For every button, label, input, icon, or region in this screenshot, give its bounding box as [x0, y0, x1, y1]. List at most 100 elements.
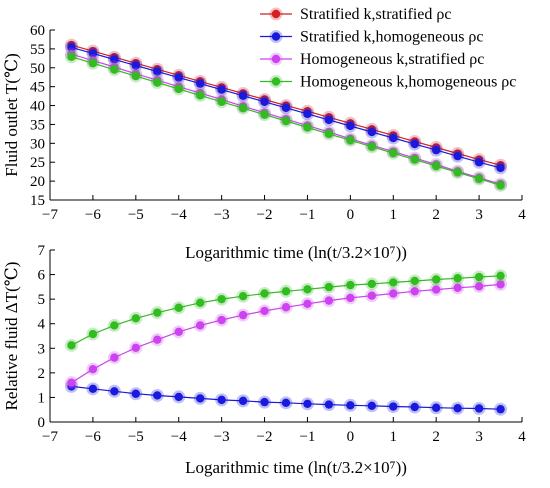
y-tick-label: 25: [30, 155, 45, 171]
series-1-point: [67, 43, 76, 52]
series-2-point: [88, 329, 98, 339]
series-1-point: [131, 343, 141, 352]
x-tick-label: 1: [390, 429, 398, 445]
x-tick-label: 4: [518, 429, 526, 445]
series-2-point: [324, 282, 334, 292]
series-2-point: [474, 272, 484, 282]
series-1-point: [195, 79, 205, 88]
series-3-point: [110, 65, 119, 74]
series-2-point: [67, 341, 76, 350]
series-2-point: [174, 303, 183, 312]
series-1-point: [496, 163, 505, 173]
legend-marker-2: [271, 54, 281, 64]
series-3-point: [431, 161, 441, 171]
series-3-point: [195, 91, 205, 100]
series-1-point: [324, 115, 334, 125]
x-tick-label: −4: [171, 429, 187, 445]
series-0-point: [153, 391, 162, 400]
series-1-point: [131, 61, 141, 70]
series-line-1: [71, 283, 501, 384]
series-3-point: [88, 59, 98, 68]
series-2-point: [153, 308, 162, 317]
legend-label-2: Homogeneous k,stratified ρc: [300, 51, 484, 68]
y-tick-label: 15: [30, 193, 45, 209]
x-tick-label: −4: [171, 207, 187, 223]
x-axis-label: Logarithmic time (ln(t/3.2×10⁷)): [185, 458, 407, 477]
y-tick-label: 40: [30, 99, 45, 115]
series-0-point: [367, 401, 377, 410]
series-3-point: [131, 71, 141, 81]
series-0-point: [238, 396, 248, 406]
series-1-point: [281, 303, 291, 312]
series-3-point: [174, 84, 183, 94]
series-1-point: [153, 335, 162, 344]
x-axis-label: Logarithmic time (ln(t/3.2×10⁷)): [185, 243, 407, 262]
series-3-point: [346, 136, 355, 145]
y-axis-label: Relative fluid ΔT(℃): [2, 262, 21, 411]
series-1-point: [474, 282, 484, 291]
series-0-point: [281, 398, 291, 408]
series-2-point: [260, 289, 269, 298]
y-tick-label: 30: [30, 136, 45, 152]
series-1-point: [431, 285, 441, 294]
series-0-point: [496, 405, 505, 414]
y-tick-label: 35: [30, 117, 45, 133]
legend-label-1: Stratified k,homogeneous ρc: [300, 29, 484, 46]
series-1-point: [474, 158, 484, 167]
series-3-point: [474, 174, 484, 184]
y-tick-label: 45: [30, 80, 45, 96]
series-1-point: [88, 49, 98, 58]
series-3-point: [153, 78, 162, 87]
series-1-point: [367, 127, 377, 137]
series-1-point: [217, 85, 226, 94]
series-2-point: [346, 280, 355, 290]
x-tick-label: 1: [390, 207, 398, 223]
y-tick-label: 60: [30, 23, 45, 39]
x-tick-label: −1: [299, 207, 315, 223]
x-tick-label: 4: [518, 207, 526, 223]
x-tick-label: −1: [299, 429, 315, 445]
series-1-point: [346, 121, 355, 131]
y-tick-label: 5: [38, 292, 46, 308]
series-0-point: [131, 389, 141, 398]
series-1-point: [431, 145, 441, 155]
series-3-point: [410, 155, 419, 164]
series-2-point: [238, 291, 248, 301]
x-tick-label: −6: [85, 429, 101, 445]
legend-marker-0: [271, 9, 281, 19]
series-3-point: [389, 148, 398, 158]
series-1-point: [260, 306, 269, 316]
series-1-point: [195, 321, 205, 330]
series-1-point: [453, 283, 462, 293]
series-2-point: [131, 314, 141, 323]
series-3-point: [67, 52, 76, 62]
chart-bottom-relative-delta-t: −7 −6 −5 −4 −3 −2 −1 0 1 2 3 4 0 1 2 3 4 5 6 7 Logarithmic t…: [2, 243, 526, 477]
series-1-point: [303, 109, 312, 119]
series-3-point: [238, 104, 248, 113]
series-0-point: [88, 384, 98, 394]
series-1-point: [238, 91, 248, 100]
x-tick-label: 3: [475, 429, 483, 445]
x-tick-label: −6: [85, 207, 101, 223]
series-0-point: [217, 395, 226, 405]
series-1-point: [496, 280, 505, 289]
series-1-point: [346, 293, 355, 303]
series-0-point: [260, 397, 269, 407]
x-tick-label: −3: [214, 207, 230, 223]
x-tick-label: 2: [432, 429, 440, 445]
series-3-point: [260, 110, 269, 119]
x-tick-label: −7: [42, 429, 58, 445]
series-1-point: [367, 291, 377, 300]
series-0-point: [110, 387, 119, 396]
series-1-point: [281, 103, 291, 113]
x-tick-label: −2: [257, 207, 273, 223]
series-3-point: [303, 123, 312, 132]
x-tick-label: −5: [128, 207, 144, 223]
x-tick-label: −7: [42, 207, 58, 223]
series-2-point: [195, 298, 205, 308]
series-2-point: [110, 321, 119, 330]
series-2-point: [453, 274, 462, 283]
y-tick-label: 2: [38, 366, 46, 382]
y-tick-label: 55: [30, 42, 45, 58]
series-2-point: [303, 285, 312, 294]
